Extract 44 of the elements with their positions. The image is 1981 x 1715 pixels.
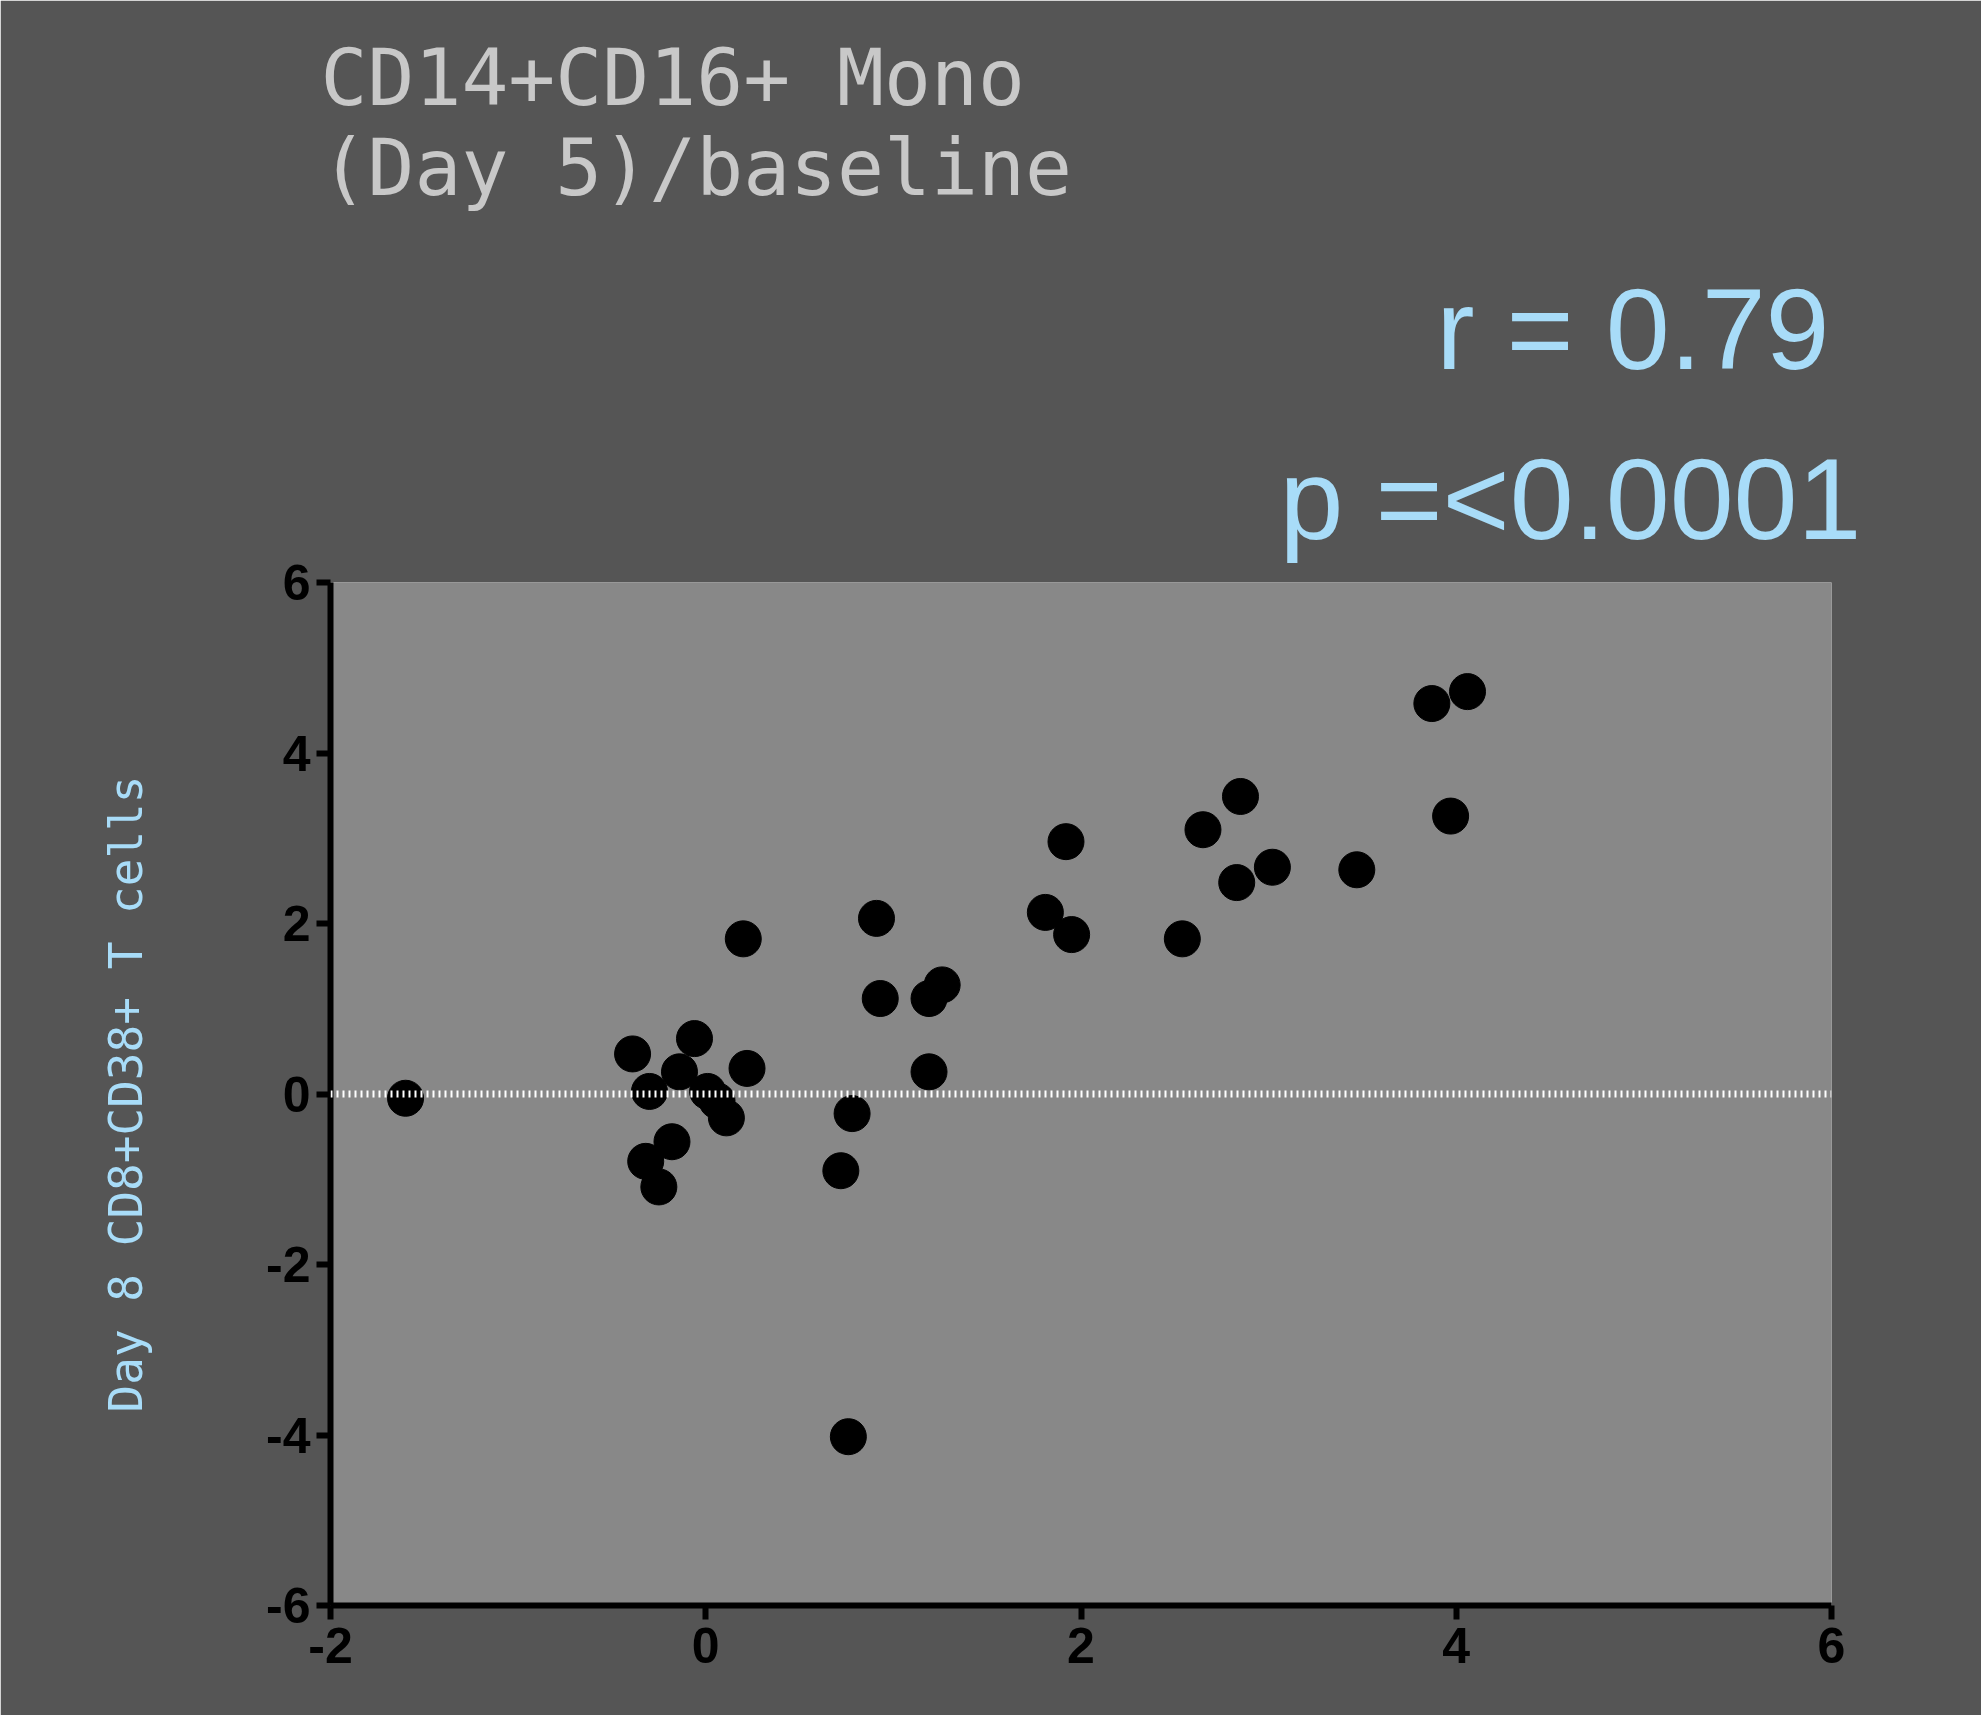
point: [1053, 916, 1091, 954]
y-tick-label: 2: [282, 896, 311, 952]
point: [1338, 851, 1376, 889]
point: [1026, 893, 1064, 931]
point: [724, 920, 762, 958]
point: [923, 966, 961, 1004]
point: [675, 1020, 713, 1058]
point: [829, 1418, 867, 1456]
point: [1047, 823, 1085, 861]
y-axis-title: Day 8 CD8+CD38+ T cells: [99, 775, 154, 1413]
x-tick-label: 0: [691, 1617, 720, 1674]
y-tick-label: -6: [266, 1578, 311, 1634]
y-tick-label: 4: [282, 725, 311, 782]
chart-title: CD14+CD16+ Mono (Day 5)/baseline: [320, 32, 1072, 213]
point: [660, 1053, 698, 1091]
point: [861, 980, 899, 1017]
point: [653, 1123, 691, 1161]
x-tick-label: 2: [1067, 1617, 1095, 1674]
text: p =<0.0001: [1279, 434, 1862, 563]
point: [910, 1053, 948, 1091]
y-tick-label: 6: [282, 555, 311, 611]
point: [707, 1099, 745, 1137]
point: [1184, 811, 1222, 849]
point: [822, 1152, 860, 1190]
y-tick-label: -2: [266, 1237, 311, 1293]
y-tick-label: -4: [266, 1407, 311, 1464]
point: [387, 1079, 425, 1117]
point: [1449, 673, 1487, 711]
point: [614, 1035, 652, 1073]
point: [857, 899, 895, 937]
x-tick-label: 4: [1442, 1617, 1471, 1674]
point: [833, 1095, 871, 1133]
point: [1432, 797, 1470, 835]
point: [1221, 778, 1259, 815]
point: [1163, 920, 1201, 958]
point: [630, 1072, 668, 1110]
point: [640, 1168, 678, 1206]
point: [1413, 685, 1451, 723]
point: [1218, 864, 1256, 902]
point: [728, 1049, 766, 1087]
text: r = 0.79: [1436, 264, 1830, 393]
point: [1253, 848, 1291, 886]
x-tick-label: 6: [1817, 1617, 1846, 1674]
y-tick-label: 0: [282, 1066, 311, 1123]
